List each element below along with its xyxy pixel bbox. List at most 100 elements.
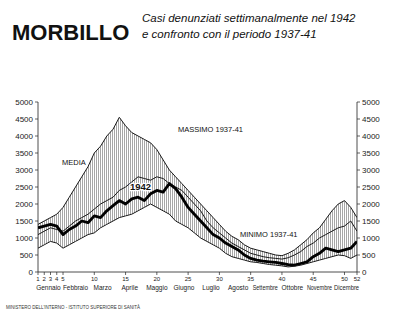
- month-label: Settembre: [253, 284, 278, 291]
- y-tick-label: 4500: [362, 115, 380, 124]
- y-tick-label: 5000: [15, 98, 33, 107]
- y-tick: [357, 136, 360, 137]
- y-tick-label: 4000: [362, 132, 380, 141]
- range-band: [38, 117, 357, 267]
- y-tick: [35, 221, 38, 222]
- y-tick: [357, 221, 360, 222]
- x-tick-label: 2: [43, 276, 47, 282]
- y-tick-label: 5000: [362, 98, 380, 107]
- y-tick-label: 0: [362, 268, 367, 277]
- y-tick: [357, 204, 360, 205]
- y-tick: [357, 170, 360, 171]
- y-tick-label: 4000: [15, 132, 33, 141]
- x-tick: [344, 272, 345, 275]
- y-tick-label: 2000: [15, 200, 33, 209]
- y-tick: [357, 255, 360, 256]
- x-tick-label: 30: [216, 276, 223, 282]
- x-tick-label: 50: [341, 276, 348, 282]
- y-tick: [35, 272, 38, 273]
- x-tick-label: 35: [247, 276, 254, 282]
- y-tick: [357, 238, 360, 239]
- x-tick: [188, 272, 189, 275]
- y-tick-label: 3500: [362, 149, 380, 158]
- x-tick-label: 52: [354, 276, 361, 282]
- x-tick-label: 20: [153, 276, 160, 282]
- x-tick: [50, 272, 51, 275]
- y-tick: [357, 119, 360, 120]
- series-label: MASSIMO 1937-41: [178, 125, 243, 134]
- y-tick: [35, 136, 38, 137]
- x-tick: [281, 272, 282, 275]
- x-tick-label: 40: [279, 276, 286, 282]
- y-tick: [35, 170, 38, 171]
- y-tick-label: 2000: [362, 200, 380, 209]
- x-tick: [56, 272, 57, 275]
- y-tick: [35, 238, 38, 239]
- month-label: Dicembre: [334, 284, 359, 291]
- y-tick: [357, 187, 360, 188]
- y-tick-label: 500: [362, 251, 376, 260]
- month-label: Ottobre: [282, 284, 304, 291]
- series-label: MEDIA: [62, 158, 86, 167]
- x-tick-label: 5: [61, 276, 65, 282]
- month-label: Novembre: [307, 284, 332, 291]
- y-tick-label: 0: [29, 268, 34, 277]
- x-tick-label: 25: [185, 276, 192, 282]
- x-tick: [313, 272, 314, 275]
- y-tick-label: 3500: [15, 149, 33, 158]
- series-label: 1942: [130, 181, 151, 192]
- y-tick: [35, 187, 38, 188]
- month-label: Luglio: [202, 284, 220, 292]
- series-label: MINIMO 1937-41: [240, 230, 298, 239]
- month-label: Gennaio: [36, 284, 61, 291]
- x-tick: [94, 272, 95, 275]
- subtitle: Casi denunziati settimanalmente nel 1942: [142, 12, 356, 24]
- month-label: Agosto: [228, 284, 249, 292]
- month-label: Aprile: [121, 284, 138, 292]
- series-line: [38, 204, 357, 267]
- x-tick: [250, 272, 251, 275]
- month-label: Marzo: [94, 284, 112, 291]
- x-tick-label: 10: [91, 276, 98, 282]
- plot-area: [38, 117, 357, 267]
- y-tick-label: 3000: [362, 166, 380, 175]
- y-tick-label: 2500: [15, 183, 33, 192]
- y-tick-label: 4500: [15, 115, 33, 124]
- footer: MINISTERO DELL'INTERNO - ISTITUTO SUPERI…: [6, 304, 140, 310]
- y-tick: [357, 153, 360, 154]
- y-tick-label: 1500: [15, 217, 33, 226]
- x-tick: [156, 272, 157, 275]
- x-tick-label: 4: [55, 276, 59, 282]
- x-tick: [44, 272, 45, 275]
- x-tick-label: 1: [36, 276, 40, 282]
- x-tick: [38, 272, 39, 275]
- y-tick: [35, 119, 38, 120]
- x-tick: [219, 272, 220, 275]
- x-tick: [125, 272, 126, 275]
- y-tick-label: 3000: [15, 166, 33, 175]
- x-tick-label: 45: [310, 276, 317, 282]
- x-tick-label: 3: [49, 276, 53, 282]
- series-line: [38, 184, 357, 266]
- y-tick: [357, 102, 360, 103]
- title: MORBILLO: [12, 20, 129, 45]
- y-tick-label: 2500: [362, 183, 380, 192]
- month-label: Giugno: [173, 284, 194, 292]
- subtitle: e confronto con il periodo 1937-41: [142, 28, 317, 40]
- y-tick: [35, 204, 38, 205]
- y-tick-label: 1500: [362, 217, 380, 226]
- month-label: Febbraio: [63, 284, 88, 291]
- y-tick-label: 1000: [362, 234, 380, 243]
- x-axis: [38, 272, 357, 273]
- x-tick-label: 15: [122, 276, 129, 282]
- y-tick: [35, 153, 38, 154]
- y-tick: [35, 255, 38, 256]
- x-tick: [63, 272, 64, 275]
- x-tick: [357, 272, 358, 275]
- y-tick-label: 1000: [15, 234, 33, 243]
- y-tick: [357, 272, 360, 273]
- chart: MORBILLO Casi denunziati settimanalmente …: [0, 0, 400, 315]
- y-tick: [35, 102, 38, 103]
- y-tick-label: 500: [20, 251, 34, 260]
- month-label: Maggio: [146, 284, 168, 292]
